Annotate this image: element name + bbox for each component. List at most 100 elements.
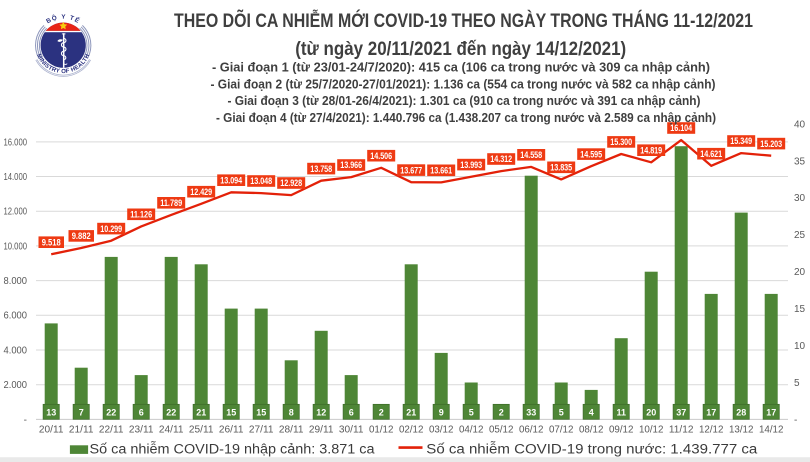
svg-text:16.000: 16.000 (4, 137, 28, 148)
svg-text:22: 22 (166, 407, 176, 417)
svg-text:29/11: 29/11 (309, 425, 334, 436)
svg-text:4.000: 4.000 (4, 345, 28, 356)
svg-text:15.349: 15.349 (730, 136, 752, 146)
svg-text:01/12: 01/12 (369, 425, 394, 436)
svg-text:12.429: 12.429 (190, 187, 212, 197)
svg-text:2.000: 2.000 (4, 380, 28, 391)
svg-text:05/12: 05/12 (489, 425, 514, 436)
svg-text:30: 30 (794, 193, 806, 204)
svg-text:6.000: 6.000 (4, 311, 28, 322)
svg-text:14.506: 14.506 (370, 151, 392, 161)
svg-text:13.677: 13.677 (400, 165, 422, 175)
svg-text:11/12: 11/12 (669, 425, 694, 436)
svg-text:26/11: 26/11 (219, 425, 244, 436)
svg-text:22/11: 22/11 (99, 425, 124, 436)
svg-text:9.882: 9.882 (72, 231, 91, 241)
svg-text:Số ca nhiễm COVID-19 trong nướ: Số ca nhiễm COVID-19 trong nước: 1.439.7… (426, 442, 758, 457)
svg-text:14.000: 14.000 (4, 172, 28, 183)
svg-text:04/12: 04/12 (459, 425, 484, 436)
svg-text:30/11: 30/11 (339, 425, 364, 436)
svg-text:- Giai đoạn 4 (từ 27/4/2021):: - Giai đoạn 4 (từ 27/4/2021): 1.440.796 … (216, 110, 716, 125)
svg-text:14.621: 14.621 (700, 149, 722, 159)
svg-text:17: 17 (706, 407, 716, 417)
svg-text:14.558: 14.558 (520, 150, 542, 160)
svg-text:15.203: 15.203 (760, 139, 782, 149)
svg-text:13/12: 13/12 (729, 425, 754, 436)
svg-text:4: 4 (589, 407, 594, 417)
svg-text:10/12: 10/12 (639, 425, 664, 436)
svg-text:13.661: 13.661 (430, 166, 452, 176)
svg-text:12/12: 12/12 (699, 425, 724, 436)
svg-text:8: 8 (289, 407, 294, 417)
svg-text:28: 28 (736, 407, 746, 417)
svg-text:5: 5 (794, 378, 800, 389)
svg-text:2: 2 (499, 407, 504, 417)
svg-text:BỘ Y TẾ: BỘ Y TẾ (45, 12, 83, 25)
svg-text:5: 5 (469, 407, 474, 417)
svg-text:13: 13 (46, 407, 56, 417)
svg-text:- Giai đoạn 2 (từ 25/7/2020-27: - Giai đoạn 2 (từ 25/7/2020-27/01/2021):… (211, 76, 716, 91)
svg-text:THEO DÕI CA NHIỄM MỚI COVID-19: THEO DÕI CA NHIỄM MỚI COVID-19 THEO NGÀY… (174, 10, 753, 32)
svg-text:-: - (794, 415, 797, 426)
svg-text:16.104: 16.104 (670, 123, 692, 133)
svg-text:17: 17 (766, 407, 776, 417)
svg-text:9.518: 9.518 (42, 237, 61, 247)
svg-text:14.595: 14.595 (580, 149, 602, 159)
svg-text:08/12: 08/12 (579, 425, 604, 436)
svg-text:37: 37 (676, 407, 686, 417)
svg-text:21: 21 (196, 407, 206, 417)
svg-text:8.000: 8.000 (4, 276, 28, 287)
svg-text:13.966: 13.966 (340, 160, 362, 170)
svg-text:11: 11 (616, 407, 626, 417)
svg-text:13.094: 13.094 (220, 175, 242, 185)
svg-text:11.789: 11.789 (160, 198, 182, 208)
svg-text:20/11: 20/11 (39, 425, 64, 436)
svg-text:40: 40 (794, 119, 806, 130)
svg-text:02/12: 02/12 (399, 425, 424, 436)
svg-text:10.000: 10.000 (4, 241, 28, 252)
svg-text:27/11: 27/11 (249, 425, 274, 436)
svg-text:15: 15 (226, 407, 236, 417)
svg-text:25: 25 (794, 230, 806, 241)
svg-text:09/12: 09/12 (609, 425, 634, 436)
svg-text:12.000: 12.000 (4, 207, 28, 218)
svg-text:22: 22 (106, 407, 116, 417)
svg-text:15.300: 15.300 (610, 137, 632, 147)
svg-text:14/12: 14/12 (759, 425, 784, 436)
svg-text:35: 35 (794, 156, 806, 167)
svg-text:12.928: 12.928 (280, 178, 302, 188)
svg-text:25/11: 25/11 (189, 425, 214, 436)
svg-text:7: 7 (79, 407, 84, 417)
svg-text:15: 15 (256, 407, 266, 417)
svg-text:07/12: 07/12 (549, 425, 574, 436)
svg-text:21: 21 (406, 407, 416, 417)
svg-text:11.126: 11.126 (130, 210, 152, 220)
svg-text:13.993: 13.993 (460, 160, 482, 170)
svg-text:- Giai đoạn 1 (từ 23/01-24/7/2: - Giai đoạn 1 (từ 23/01-24/7/2020): 415 … (212, 60, 710, 75)
svg-text:-: - (24, 415, 27, 426)
svg-text:03/12: 03/12 (429, 425, 454, 436)
svg-text:14.819: 14.819 (640, 145, 662, 155)
svg-text:20: 20 (794, 267, 806, 278)
svg-text:10.299: 10.299 (100, 224, 122, 234)
svg-text:13.048: 13.048 (250, 176, 272, 186)
svg-text:33: 33 (526, 407, 536, 417)
svg-text:6: 6 (349, 407, 354, 417)
svg-text:13.835: 13.835 (550, 163, 572, 173)
svg-text:28/11: 28/11 (279, 425, 304, 436)
svg-text:- Giai đoạn 3 (từ 28/01-26/4/2: - Giai đoạn 3 (từ 28/01-26/4/2021): 1.30… (228, 93, 701, 108)
svg-text:Số ca nhiễm COVID-19 nhập cảnh: Số ca nhiễm COVID-19 nhập cảnh: 3.871 ca (90, 442, 376, 457)
svg-text:06/12: 06/12 (519, 425, 544, 436)
svg-text:24/11: 24/11 (159, 425, 184, 436)
svg-text:9: 9 (439, 407, 444, 417)
svg-text:21/11: 21/11 (69, 425, 94, 436)
svg-text:5: 5 (559, 407, 564, 417)
svg-text:6: 6 (139, 407, 144, 417)
svg-text:(từ ngày 20/11/2021 đến ngày 1: (từ ngày 20/11/2021 đến ngày 14/12/2021) (295, 39, 626, 60)
svg-text:23/11: 23/11 (129, 425, 154, 436)
svg-text:13.758: 13.758 (310, 164, 332, 174)
svg-text:12: 12 (316, 407, 326, 417)
svg-text:20: 20 (646, 407, 656, 417)
svg-text:2: 2 (379, 407, 384, 417)
svg-text:15: 15 (794, 304, 806, 315)
